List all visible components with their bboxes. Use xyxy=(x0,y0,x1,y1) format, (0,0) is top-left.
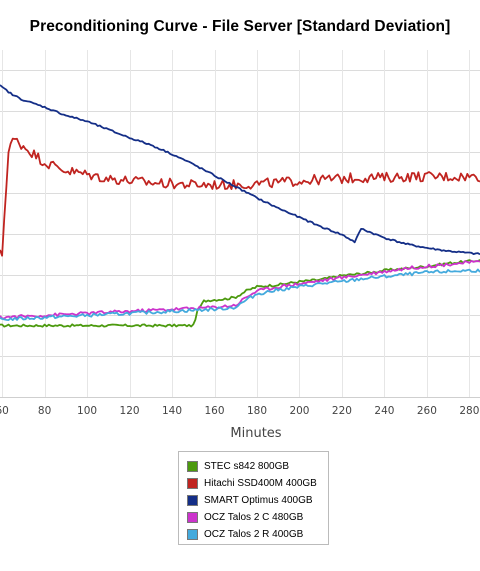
legend-swatch xyxy=(187,494,198,506)
legend: STEC s842 800GB Hitachi SSD400M 400GB SM… xyxy=(178,451,329,545)
legend-swatch xyxy=(187,528,198,540)
series-line xyxy=(0,137,480,257)
legend-label: Hitachi SSD400M 400GB xyxy=(204,477,317,489)
legend-item: OCZ Talos 2 C 480GB xyxy=(187,511,303,523)
x-tick-label: 260 xyxy=(417,405,437,417)
legend-swatch xyxy=(187,477,198,489)
chart-title: Preconditioning Curve - File Server [Sta… xyxy=(29,18,451,35)
legend-label: STEC s842 800GB xyxy=(204,460,290,472)
x-tick-label: 240 xyxy=(374,405,394,417)
gridlines xyxy=(0,70,480,398)
legend-label: OCZ Talos 2 C 480GB xyxy=(204,511,304,523)
x-tick-label: 200 xyxy=(289,405,309,417)
x-axis-title: Minutes xyxy=(230,426,281,441)
legend-label: OCZ Talos 2 R 400GB xyxy=(204,528,304,540)
x-tick-label: 140 xyxy=(162,405,182,417)
x-tick-label: 180 xyxy=(247,405,267,417)
legend-item: SMART Optimus 400GB xyxy=(187,494,313,506)
legend-item: OCZ Talos 2 R 400GB xyxy=(187,528,303,540)
x-tick-label: 60 xyxy=(0,405,9,417)
legend-swatch xyxy=(187,511,198,523)
x-tick-labels: 60 80 100 120 140 160 180 200 220 240 260 280 xyxy=(0,405,479,417)
x-tick-label: 100 xyxy=(77,405,97,417)
series-line xyxy=(0,84,480,256)
x-tick-label: 160 xyxy=(204,405,224,417)
series-line xyxy=(0,259,480,320)
x-tick-label: 80 xyxy=(38,405,51,417)
series-line xyxy=(0,268,480,321)
x-gridlines xyxy=(2,50,470,397)
x-tick-label: 220 xyxy=(332,405,352,417)
x-tick-label: 280 xyxy=(459,405,479,417)
legend-swatch xyxy=(187,460,198,472)
series-lines xyxy=(0,84,480,328)
legend-item: STEC s842 800GB xyxy=(187,460,289,472)
legend-item: Hitachi SSD400M 400GB xyxy=(187,477,317,489)
x-tick-label: 120 xyxy=(120,405,140,417)
legend-label: SMART Optimus 400GB xyxy=(204,494,313,506)
